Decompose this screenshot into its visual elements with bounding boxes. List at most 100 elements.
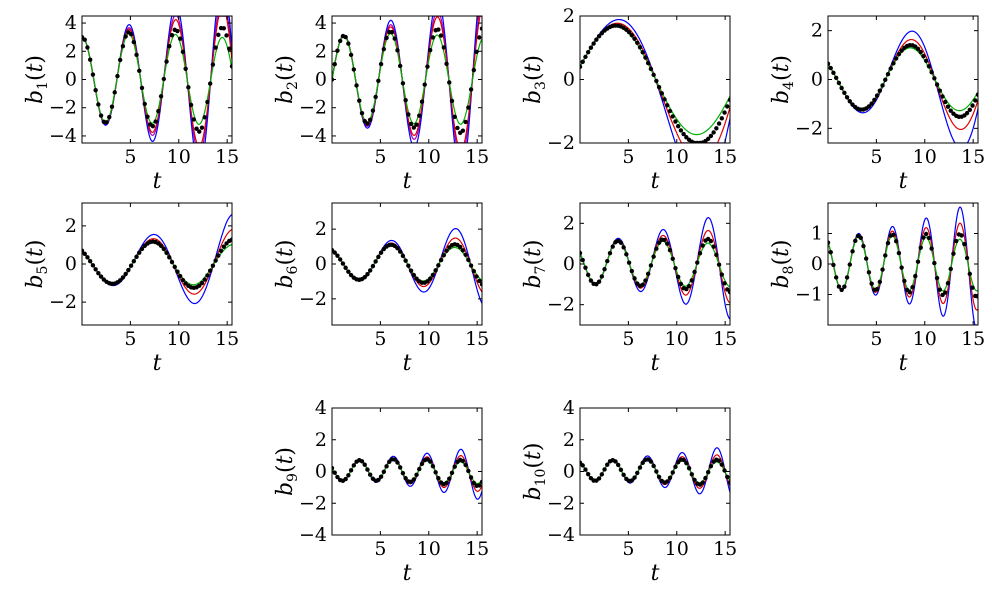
marker-point <box>654 469 659 474</box>
marker-point <box>836 80 842 86</box>
y-axis-label: b5(t) <box>23 239 51 288</box>
marker-point <box>681 457 686 463</box>
x-tick-label: 10 <box>167 146 191 168</box>
marker-point <box>477 278 482 284</box>
marker-point <box>131 39 137 45</box>
marker-point <box>98 274 104 279</box>
marker-point <box>970 285 975 290</box>
marker-point <box>477 35 482 40</box>
marker-point <box>629 33 635 38</box>
x-axis-label: t <box>899 169 908 194</box>
marker-point <box>169 259 175 265</box>
marker-point <box>337 38 343 44</box>
marker-point <box>629 268 635 274</box>
marker-point <box>973 98 978 103</box>
marker-point <box>725 474 730 480</box>
marker-point <box>207 268 213 273</box>
y-tick-label: −2 <box>547 492 575 514</box>
marker-point <box>455 125 460 131</box>
marker-point <box>202 115 207 120</box>
marker-point <box>899 265 904 270</box>
marker-point <box>651 72 656 78</box>
x-tick-label: 10 <box>417 538 441 560</box>
marker-point <box>918 245 923 250</box>
marker-point <box>112 90 117 95</box>
marker-point <box>468 87 474 92</box>
x-axis-label: t <box>403 561 412 586</box>
marker-point <box>656 84 662 90</box>
series-blue-line <box>580 217 730 320</box>
marker-point <box>427 459 433 464</box>
x-axis-label: t <box>651 351 660 376</box>
marker-point <box>945 104 951 109</box>
marker-point <box>406 263 411 268</box>
marker-point <box>863 256 869 261</box>
marker-point <box>156 108 161 114</box>
y-tick-label: 0 <box>811 253 823 275</box>
marker-point <box>831 70 836 76</box>
marker-point <box>640 50 645 55</box>
marker-point <box>153 119 158 124</box>
marker-point <box>348 52 354 58</box>
marker-point <box>711 244 716 249</box>
x-tick-label: 5 <box>622 146 634 168</box>
x-tick-label: 15 <box>215 328 239 350</box>
y-tick-label: 2 <box>315 218 327 240</box>
marker-point <box>145 114 150 119</box>
marker-point <box>673 464 678 470</box>
marker-point <box>457 244 463 250</box>
marker-point <box>343 34 348 40</box>
x-tick-label: 10 <box>417 328 441 350</box>
marker-point <box>107 114 112 120</box>
marker-point <box>335 253 340 258</box>
marker-point <box>645 60 651 66</box>
marker-point <box>164 250 169 256</box>
marker-point <box>104 120 109 125</box>
marker-point <box>474 49 479 55</box>
marker-point <box>877 88 883 93</box>
y-tick-label: 4 <box>315 12 327 34</box>
marker-point <box>686 284 692 289</box>
y-tick-label: 0 <box>65 69 77 91</box>
axes-box <box>81 202 233 326</box>
marker-point <box>716 262 722 267</box>
marker-point <box>885 71 891 77</box>
y-tick-label: 4 <box>563 397 575 419</box>
marker-point <box>626 260 632 265</box>
marker-point <box>893 56 899 61</box>
marker-point <box>943 99 948 105</box>
marker-point <box>594 37 599 42</box>
marker-point <box>365 272 370 277</box>
y-tick-label: −2 <box>547 132 575 154</box>
marker-point <box>621 245 626 250</box>
marker-point <box>910 285 915 290</box>
marker-point <box>229 64 232 69</box>
marker-point <box>395 246 400 251</box>
marker-point <box>161 76 167 82</box>
marker-point <box>169 32 175 38</box>
marker-point <box>610 244 615 249</box>
marker-point <box>975 294 978 299</box>
marker-point <box>695 260 700 265</box>
marker-point <box>727 289 730 295</box>
marker-point <box>389 30 395 35</box>
marker-point <box>381 46 387 52</box>
marker-point <box>381 246 387 252</box>
marker-point <box>373 94 378 100</box>
marker-point <box>874 287 880 292</box>
marker-point <box>139 85 145 91</box>
marker-point <box>359 459 365 464</box>
marker-point <box>921 235 926 240</box>
marker-point <box>602 467 607 472</box>
marker-point <box>191 117 197 122</box>
marker-point <box>967 107 973 112</box>
marker-point <box>158 243 164 249</box>
axes-box <box>579 202 731 326</box>
marker-point <box>847 99 853 104</box>
marker-point <box>438 33 444 38</box>
marker-point <box>828 61 831 66</box>
x-tick-label: 15 <box>465 328 489 350</box>
marker-point <box>411 272 417 278</box>
panel-10: 5 10 15 −4 −2 0 2 4 t b10(t) <box>521 397 737 586</box>
marker-point <box>880 267 885 272</box>
